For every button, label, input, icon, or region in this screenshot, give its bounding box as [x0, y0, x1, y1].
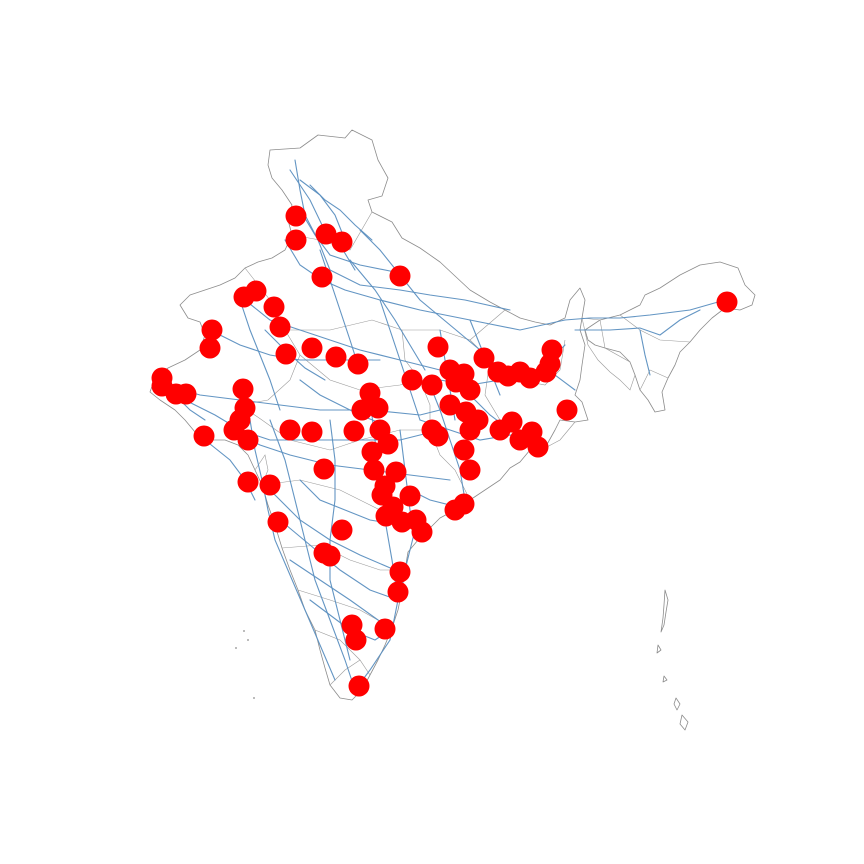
power-plant-marker — [389, 561, 411, 583]
power-plant-marker — [199, 337, 221, 359]
power-plant-marker — [315, 223, 337, 245]
power-plant-marker — [263, 296, 285, 318]
transmission-line — [269, 489, 396, 571]
power-plant-marker — [411, 521, 433, 543]
transmission-line — [574, 309, 701, 336]
power-plant-marker — [389, 265, 411, 287]
power-plant-marker — [331, 231, 353, 253]
power-plants-layer — [151, 205, 738, 697]
power-plant-marker — [453, 363, 475, 385]
power-plant-marker — [527, 436, 549, 458]
power-plant-marker — [473, 347, 495, 369]
power-plant-marker — [311, 266, 333, 288]
power-plant-marker — [237, 429, 259, 451]
transmission-line — [299, 209, 396, 273]
power-plant-marker — [401, 369, 423, 391]
power-plant-marker — [269, 316, 291, 338]
power-plant-marker — [343, 420, 365, 442]
power-plant-marker — [232, 378, 254, 400]
power-plant-marker — [385, 461, 407, 483]
power-plant-marker — [325, 346, 347, 368]
power-plant-marker — [285, 205, 307, 227]
power-plant-marker — [319, 545, 341, 567]
power-plant-marker — [361, 441, 383, 463]
power-plant-marker — [501, 411, 523, 433]
power-plant-marker — [439, 394, 461, 416]
power-plant-marker — [453, 439, 475, 461]
power-plant-marker — [453, 493, 475, 515]
andaman-nicobar-islands — [656, 589, 689, 731]
power-plant-marker — [716, 291, 738, 313]
power-plant-marker — [201, 319, 223, 341]
power-plant-marker — [351, 399, 373, 421]
power-plant-marker — [245, 280, 267, 302]
power-plant-marker — [279, 419, 301, 441]
power-plant-marker — [427, 425, 449, 447]
transmission-line — [279, 519, 399, 601]
transmission-line — [269, 419, 356, 691]
power-plant-marker — [285, 229, 307, 251]
power-plant-marker — [259, 474, 281, 496]
power-plant-marker — [374, 618, 396, 640]
power-plant-marker — [519, 367, 541, 389]
power-plant-marker — [459, 419, 481, 441]
power-plant-marker — [363, 459, 385, 481]
transmission-line — [164, 384, 461, 416]
power-plant-marker — [377, 433, 399, 455]
power-plant-marker — [391, 511, 413, 533]
power-plant-marker — [539, 353, 561, 375]
power-plant-marker — [193, 425, 215, 447]
power-plant-marker — [237, 471, 259, 493]
power-plant-marker — [347, 353, 369, 375]
power-plant-marker — [313, 458, 335, 480]
bangladesh-border — [581, 317, 636, 391]
power-plant-marker — [459, 459, 481, 481]
northeast-outline — [584, 261, 756, 413]
power-plant-marker — [348, 675, 370, 697]
power-plant-marker — [367, 397, 389, 419]
transmission-line — [359, 229, 481, 351]
power-plant-marker — [375, 505, 397, 527]
power-plant-marker — [175, 383, 197, 405]
power-plant-marker — [301, 421, 323, 443]
transmission-line — [379, 299, 421, 421]
power-plant-marker — [399, 485, 421, 507]
power-plant-marker — [427, 336, 449, 358]
power-plant-marker — [387, 581, 409, 603]
power-plant-marker — [556, 399, 578, 421]
transmission-line — [564, 299, 726, 321]
power-plant-marker — [301, 337, 323, 359]
transmission-line — [289, 559, 386, 626]
power-plant-marker — [345, 629, 367, 651]
transmission-line — [349, 259, 426, 371]
transmission-line — [639, 329, 651, 376]
power-plant-marker — [267, 511, 289, 533]
transmission-line — [329, 269, 511, 311]
power-plant-marker — [459, 379, 481, 401]
power-plant-marker — [331, 519, 353, 541]
lakshadweep-islands — [235, 630, 255, 699]
power-plant-marker — [275, 343, 297, 365]
power-plant-marker — [421, 374, 443, 396]
transmission-line — [239, 299, 281, 411]
transmission-line — [299, 179, 346, 241]
transmission-line — [309, 184, 373, 241]
